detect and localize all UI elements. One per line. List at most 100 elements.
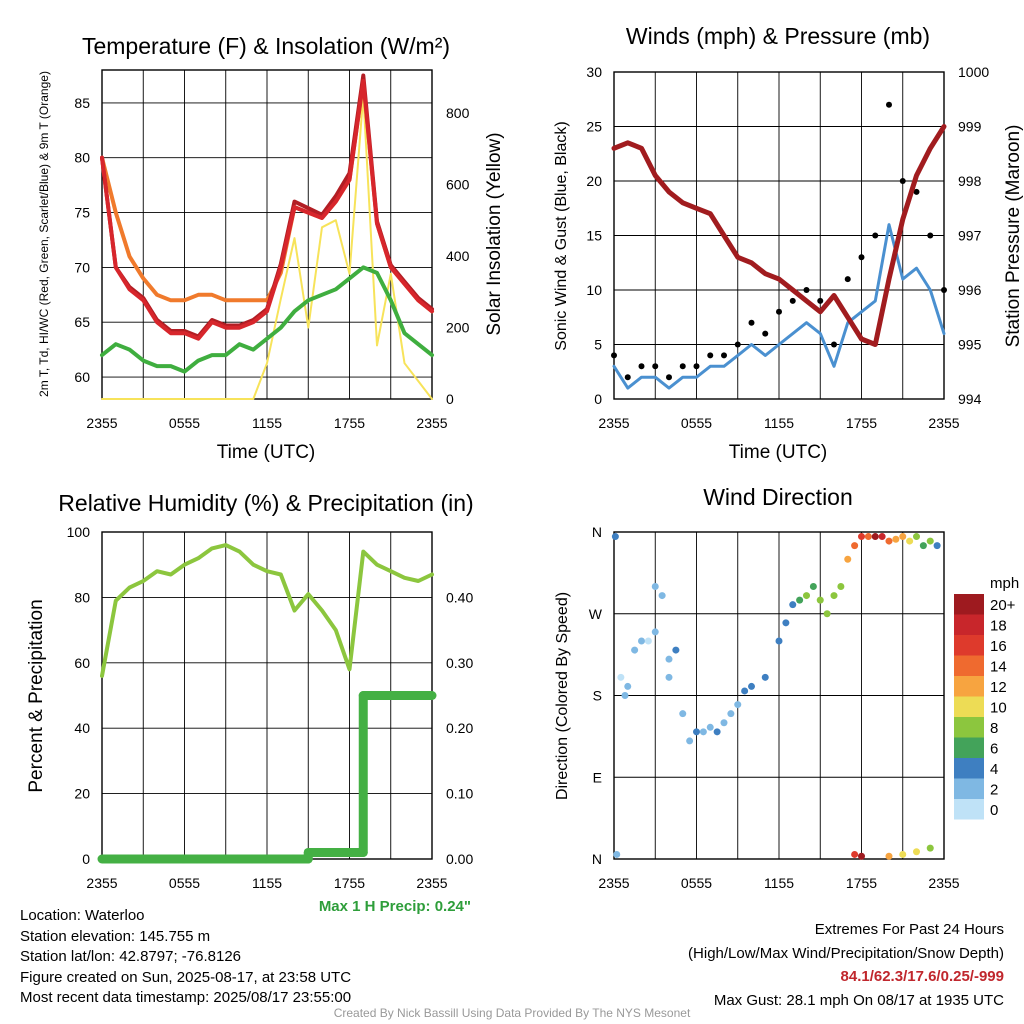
- legend-swatch: [954, 778, 984, 799]
- gust-point: [721, 352, 727, 359]
- y-tick-label: 85: [74, 95, 90, 111]
- legend-label: 2: [990, 782, 998, 799]
- legend-label: 4: [990, 761, 998, 778]
- legend-swatch: [954, 635, 984, 656]
- direction-point: [803, 592, 810, 600]
- direction-point: [844, 555, 852, 563]
- y-tick-label: N: [592, 524, 602, 540]
- created-text: Figure created on Sun, 2025-08-17, at 23…: [20, 968, 352, 986]
- wind-ylabel: Sonic Wind & Gust (Blue, Black): [553, 121, 570, 350]
- legend-label: 6: [990, 741, 998, 758]
- direction-point: [672, 646, 680, 654]
- gust-point: [638, 363, 645, 370]
- legend-swatch: [954, 676, 984, 697]
- direction-point: [906, 537, 914, 545]
- x-tick-label: 0555: [681, 875, 712, 891]
- temperature-xticks: 2355 0555 1155 1755 2355: [86, 415, 447, 431]
- credit-text: Created By Nick Bassill Using Data Provi…: [333, 1006, 691, 1020]
- legend-label: 8: [990, 720, 998, 737]
- dewpoint-line: [100, 265, 434, 374]
- direction-point: [830, 592, 838, 600]
- gust-point: [872, 232, 879, 239]
- x-tick-label: 1155: [764, 415, 794, 431]
- wind-yticks: 0 5 10 15 20 25 30: [586, 64, 602, 407]
- y2-tick-label: 996: [958, 282, 982, 298]
- temperature-panel: Temperature (F) & Insolation (W/m²) 60 65…: [37, 33, 505, 463]
- x-tick-label: 2355: [598, 415, 629, 431]
- direction-point: [789, 601, 797, 609]
- x-tick-label: 2355: [416, 875, 447, 891]
- extremes-subtitle: (High/Low/Max Wind/Precipitation/Snow De…: [688, 944, 1004, 962]
- direction-point: [621, 692, 629, 699]
- direction-point: [651, 583, 659, 590]
- insolation-ylabel: Solar Insolation (Yellow): [484, 132, 505, 335]
- x-tick-label: 2355: [928, 875, 959, 891]
- legend-label: 10: [990, 700, 1007, 717]
- y-tick-label: 40: [74, 720, 90, 736]
- direction-point: [919, 542, 927, 550]
- y2-tick-label: 0.40: [446, 589, 473, 605]
- humidity-yticks: 0 20 40 60 80 100: [67, 524, 91, 867]
- legend-swatch: [954, 696, 984, 717]
- y-tick-label: 100: [67, 524, 91, 540]
- direction-point: [775, 637, 783, 645]
- gust-point: [666, 374, 672, 381]
- legend-label: 0: [990, 802, 998, 819]
- legend-swatch: [954, 758, 984, 779]
- x-tick-label: 2355: [86, 875, 117, 891]
- y2-tick-label: 0.00: [446, 851, 473, 867]
- wind-direction-xticks: 2355 0555 1155 1755 2355: [598, 875, 959, 891]
- y2-tick-label: 0.30: [446, 655, 473, 671]
- wind-direction-grid: [614, 532, 944, 859]
- legend-label: 12: [990, 679, 1007, 696]
- x-tick-label: 1755: [846, 415, 877, 431]
- extremes-values: 84.1/62.3/17.6/0.25/-999: [840, 968, 1004, 985]
- x-tick-label: 1755: [846, 875, 877, 891]
- y-tick-label: 80: [74, 589, 90, 605]
- direction-point: [871, 533, 879, 541]
- legend-label: 20+: [990, 597, 1016, 614]
- direction-point: [878, 533, 886, 541]
- x-tick-label: 1155: [252, 875, 282, 891]
- humidity-ylabel: Percent & Precipitation: [26, 599, 47, 792]
- y-tick-label: 65: [74, 314, 90, 330]
- rh-line: [100, 543, 434, 678]
- direction-point: [913, 848, 920, 856]
- y-tick-label: 25: [586, 119, 602, 135]
- direction-point: [644, 637, 652, 645]
- y-tick-label: 20: [74, 786, 90, 802]
- x-tick-label: 0555: [681, 415, 712, 431]
- speed-legend: mph 20+ 18 16 14 12 10 8 6 4 2 0: [954, 575, 1019, 820]
- x-tick-label: 1155: [764, 875, 794, 891]
- direction-point: [796, 596, 804, 604]
- extremes-box: Extremes For Past 24 Hours (High/Low/Max…: [688, 918, 1004, 1012]
- gust-point: [803, 287, 810, 293]
- winds-xlabel: Time (UTC): [729, 442, 828, 463]
- direction-point: [611, 533, 619, 541]
- x-tick-label: 0555: [169, 875, 200, 891]
- location-text: Location: Waterloo: [20, 907, 145, 924]
- direction-point: [727, 710, 735, 718]
- y-tick-label: 0: [82, 851, 90, 867]
- legend-swatch: [954, 594, 984, 615]
- direction-point: [816, 596, 824, 604]
- temperature-grid: [102, 70, 432, 399]
- direction-point: [631, 646, 639, 654]
- direction-point: [706, 723, 714, 731]
- direction-point: [892, 535, 900, 543]
- gust-point: [762, 330, 769, 337]
- temperature-yticks: 60 65 70 75 80 85: [74, 95, 90, 385]
- y-tick-label: W: [589, 606, 603, 622]
- direction-point: [926, 844, 934, 852]
- gust-point: [913, 188, 920, 195]
- elevation-text: Station elevation: 145.755 m: [20, 927, 211, 945]
- gust-point: [844, 276, 851, 283]
- pressure-line: [611, 124, 947, 347]
- precip-yticks: 0.00 0.10 0.20 0.30 0.40: [446, 589, 473, 867]
- insolation-yticks: 0 200 400 600 800: [446, 105, 470, 407]
- legend-swatch: [954, 799, 984, 820]
- direction-point: [899, 533, 907, 541]
- y-tick-label: 70: [74, 259, 90, 275]
- legend-label: 14: [990, 659, 1007, 676]
